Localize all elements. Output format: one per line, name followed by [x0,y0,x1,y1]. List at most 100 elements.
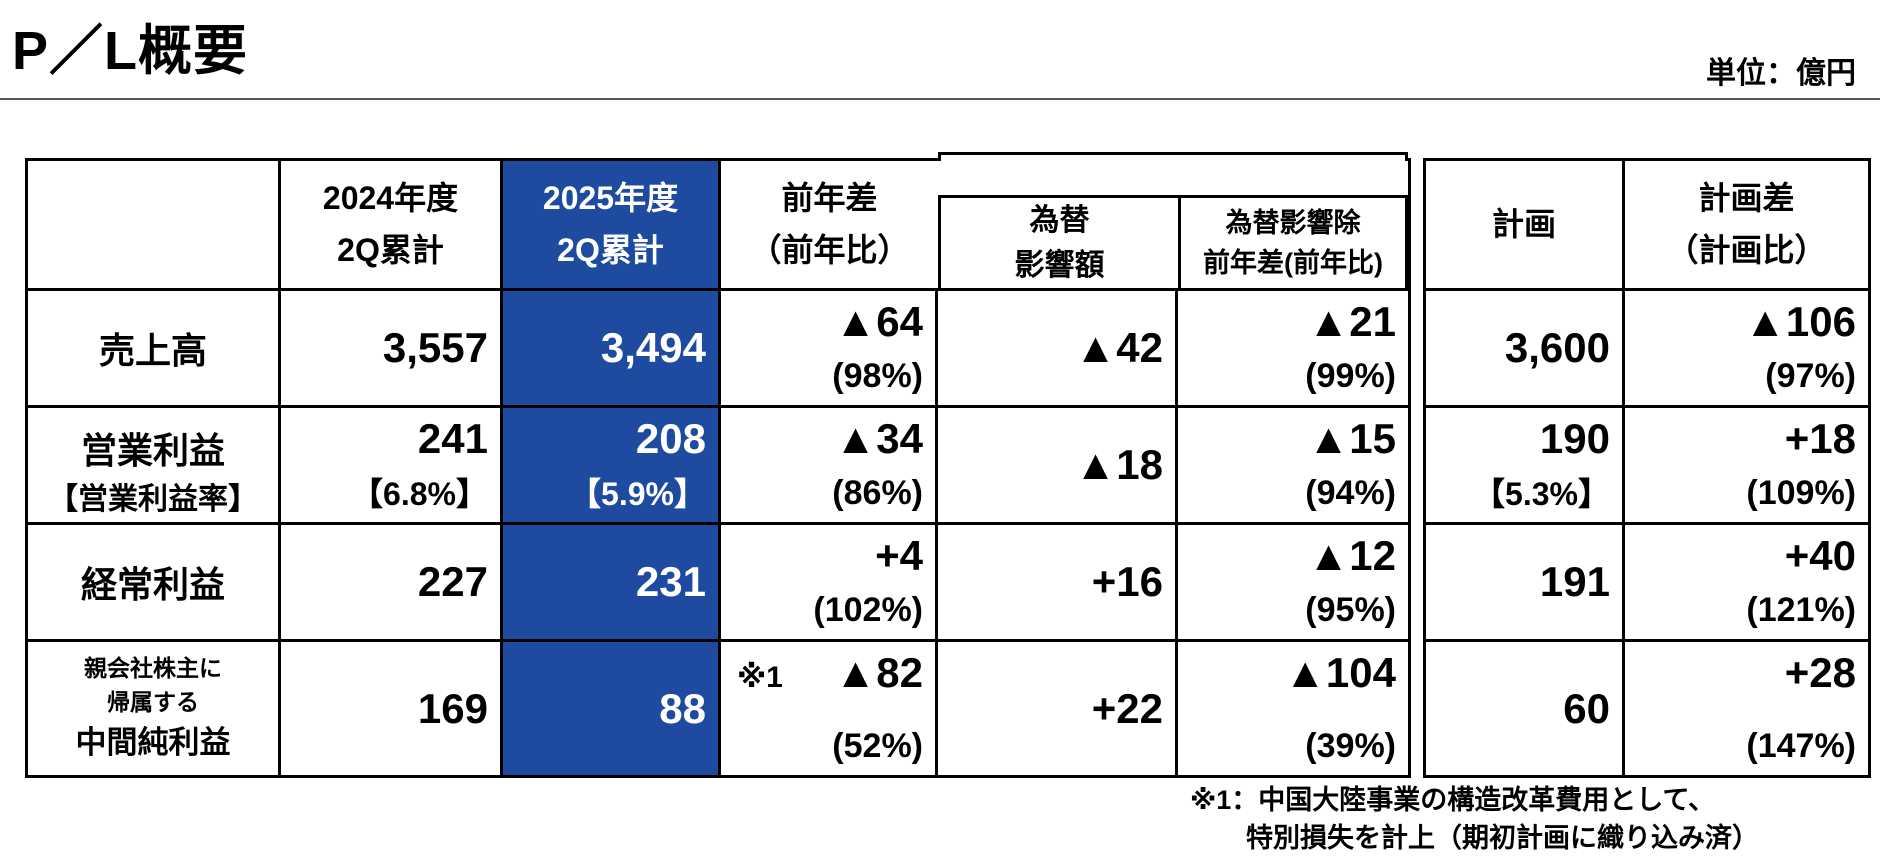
footnote: ※1：中国大陸事業の構造改革費用として、 特別損失を計上（期初計画に織り込み済） [1190,782,1759,858]
cell-net-fx-ex: ▲104 (39%) [1178,642,1408,775]
cell-op-fx-ex: ▲15 (94%) [1178,408,1408,525]
sales-yoy-value: ▲64 [834,298,923,345]
cell-op-yoy: ▲34 (86%) [721,408,938,525]
sales-fx-ex-ratio: (99%) [1305,357,1396,395]
header-plan-diff-line2: （計画比） [1666,231,1827,268]
op-fx-ex-value: ▲15 [1307,415,1396,462]
header-yoy-line2: （前年比） [749,231,910,268]
op-2025-margin: 【5.9%】 [569,476,706,512]
row-net-label-small1: 親会社株主に [84,654,222,681]
cell-net-2024: 169 [281,642,503,775]
fx-group-raised-border [938,152,1408,161]
cell-net-plan-diff: +28 (147%) [1625,642,1868,775]
net-yoy-value-row: ※1 ▲82 [733,649,923,696]
row-sales-label-text: 売上高 [98,330,207,371]
ord-fx-ex-value: ▲12 [1307,532,1396,579]
plan-table: 計画 計画差 （計画比） 3,600 ▲106 (97%) 190 【5.3%】… [1423,158,1871,778]
op-plan-diff-ratio: (109%) [1746,474,1856,512]
cell-net-fx: +22 [938,642,1178,775]
header-2024-line2: 2Q累計 [337,231,444,268]
header-fx-ex-line2: 前年差(前年比) [1203,248,1383,278]
header-2025: 2025年度 2Q累計 [503,161,721,291]
op-plan-value: 190 [1539,415,1610,462]
row-ord-label-text: 経常利益 [80,564,225,605]
sales-plan-diff-value: ▲106 [1744,298,1856,345]
header-2025-line2: 2Q累計 [557,231,664,268]
cell-op-2024: 241 【6.8%】 [281,408,503,525]
header-plan: 計画 [1426,161,1625,291]
sales-yoy-ratio: (98%) [832,357,923,395]
row-net-label: 親会社株主に 帰属する 中間純利益 [28,642,281,775]
header-fx-excluded: 為替影響除 前年差(前年比) [1178,198,1405,288]
header-plan-text: 計画 [1491,205,1556,242]
header-fx-impact: 為替 影響額 [941,198,1178,288]
op-plan-margin: 【5.3%】 [1473,476,1610,512]
op-plan-diff-value: +18 [1784,415,1856,462]
header-empty [28,161,281,291]
header-2024: 2024年度 2Q累計 [281,161,503,291]
cell-ord-plan: 191 [1426,525,1625,642]
ord-yoy-ratio: (102%) [813,591,923,629]
cell-ord-yoy: +4 (102%) [721,525,938,642]
header-yoy: 前年差 （前年比） [721,161,938,291]
cell-sales-fx: ▲42 [938,291,1178,408]
row-net-label-text: 中間純利益 [75,724,231,760]
header-fx-line2: 影響額 [1014,249,1105,282]
header-fx-group: 為替 影響額 為替影響除 前年差(前年比) [938,161,1408,291]
cell-net-2025: 88 [503,642,721,775]
op-2025-value: 208 [635,415,706,462]
net-yoy-ratio: (52%) [832,727,923,765]
op-2024-value: 241 [417,415,488,462]
cell-op-plan-diff: +18 (109%) [1625,408,1868,525]
row-op-label: 営業利益 【営業利益率】 [28,408,281,525]
cell-sales-plan: 3,600 [1426,291,1625,408]
unit-label: 単位：億円 [1706,57,1856,90]
header-plan-diff-line1: 計画差 [1698,180,1795,217]
row-op-label-text: 営業利益 [80,430,225,471]
cell-ord-2024: 227 [281,525,503,642]
cell-ord-2025: 231 [503,525,721,642]
cell-sales-2025: 3,494 [503,291,721,408]
cell-net-yoy: ※1 ▲82 (52%) [721,642,938,775]
sales-plan-diff-ratio: (97%) [1765,357,1856,395]
cell-op-2025: 208 【5.9%】 [503,408,721,525]
fx-group-box: 為替 影響額 為替影響除 前年差(前年比) [938,195,1408,288]
op-fx-ex-ratio: (94%) [1305,474,1396,512]
op-yoy-ratio: (86%) [832,474,923,512]
cell-ord-fx: +16 [938,525,1178,642]
header-2024-line1: 2024年度 [322,180,459,217]
net-fx-ex-ratio: (39%) [1305,727,1396,765]
cell-ord-plan-diff: +40 (121%) [1625,525,1868,642]
row-ord-label: 経常利益 [28,525,281,642]
footnote-line1: ※1：中国大陸事業の構造改革費用として、 [1190,785,1716,815]
cell-sales-fx-ex: ▲21 (99%) [1178,291,1408,408]
ord-plan-diff-value: +40 [1784,532,1856,579]
cell-ord-fx-ex: ▲12 (95%) [1178,525,1408,642]
cell-op-fx: ▲18 [938,408,1178,525]
title-divider [0,98,1880,100]
net-fx-ex-value: ▲104 [1284,649,1396,696]
ord-yoy-value: +4 [875,532,923,579]
net-plan-diff-value: +28 [1784,649,1856,696]
row-op-margin-label: 【営業利益率】 [48,483,258,516]
op-2024-margin: 【6.8%】 [351,476,488,512]
header-fx-line1: 為替 [1029,204,1090,237]
page-title: P／L概要 [12,21,249,81]
sales-fx-ex-value: ▲21 [1307,298,1396,345]
op-yoy-value: ▲34 [834,415,923,462]
header-2025-line1: 2025年度 [542,180,679,217]
row-sales-label: 売上高 [28,291,281,408]
pl-table: 2024年度 2Q累計 2025年度 2Q累計 前年差 （前年比） 為替 影響額… [25,152,1411,778]
cell-op-plan: 190 【5.3%】 [1426,408,1625,525]
ord-fx-ex-ratio: (95%) [1305,591,1396,629]
net-plan-diff-ratio: (147%) [1746,727,1856,765]
footnote-marker: ※1 [737,661,783,694]
row-net-label-small2: 帰属する [107,689,199,716]
cell-sales-2024: 3,557 [281,291,503,408]
header-yoy-line1: 前年差 [781,180,878,217]
net-yoy-value: ▲82 [834,649,923,696]
header-plan-diff: 計画差 （計画比） [1625,161,1868,291]
cell-sales-plan-diff: ▲106 (97%) [1625,291,1868,408]
header-fx-ex-line1: 為替影響除 [1225,207,1361,238]
cell-net-plan: 60 [1426,642,1625,775]
